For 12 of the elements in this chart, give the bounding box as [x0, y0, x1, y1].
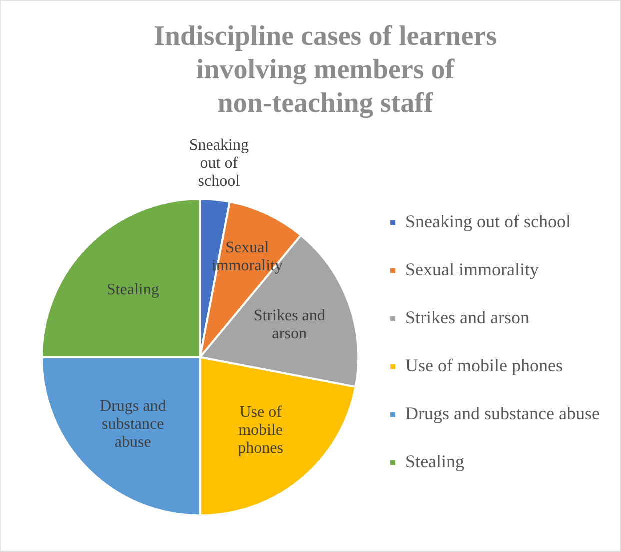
chart-title: Indiscipline cases of learners involving members of non-teaching staff — [154, 21, 498, 120]
legend-label: Strikes and arson — [406, 308, 530, 328]
slice-label: Strikes and arson — [254, 307, 326, 342]
slice-label: Drugs and substance abuse — [100, 398, 166, 451]
legend-label: Drugs and substance abuse — [406, 404, 600, 424]
slice-label: Stealing — [106, 281, 160, 298]
legend-label: Use of mobile phones — [406, 356, 564, 376]
legend-label: Sneaking out of school — [406, 212, 572, 232]
slice-label: Use of mobile phones — [238, 404, 284, 457]
legend-label: Stealing — [406, 452, 465, 472]
slice-label: Sneaking out of school — [189, 137, 249, 190]
legend-label: Sexual immorality — [406, 260, 540, 280]
